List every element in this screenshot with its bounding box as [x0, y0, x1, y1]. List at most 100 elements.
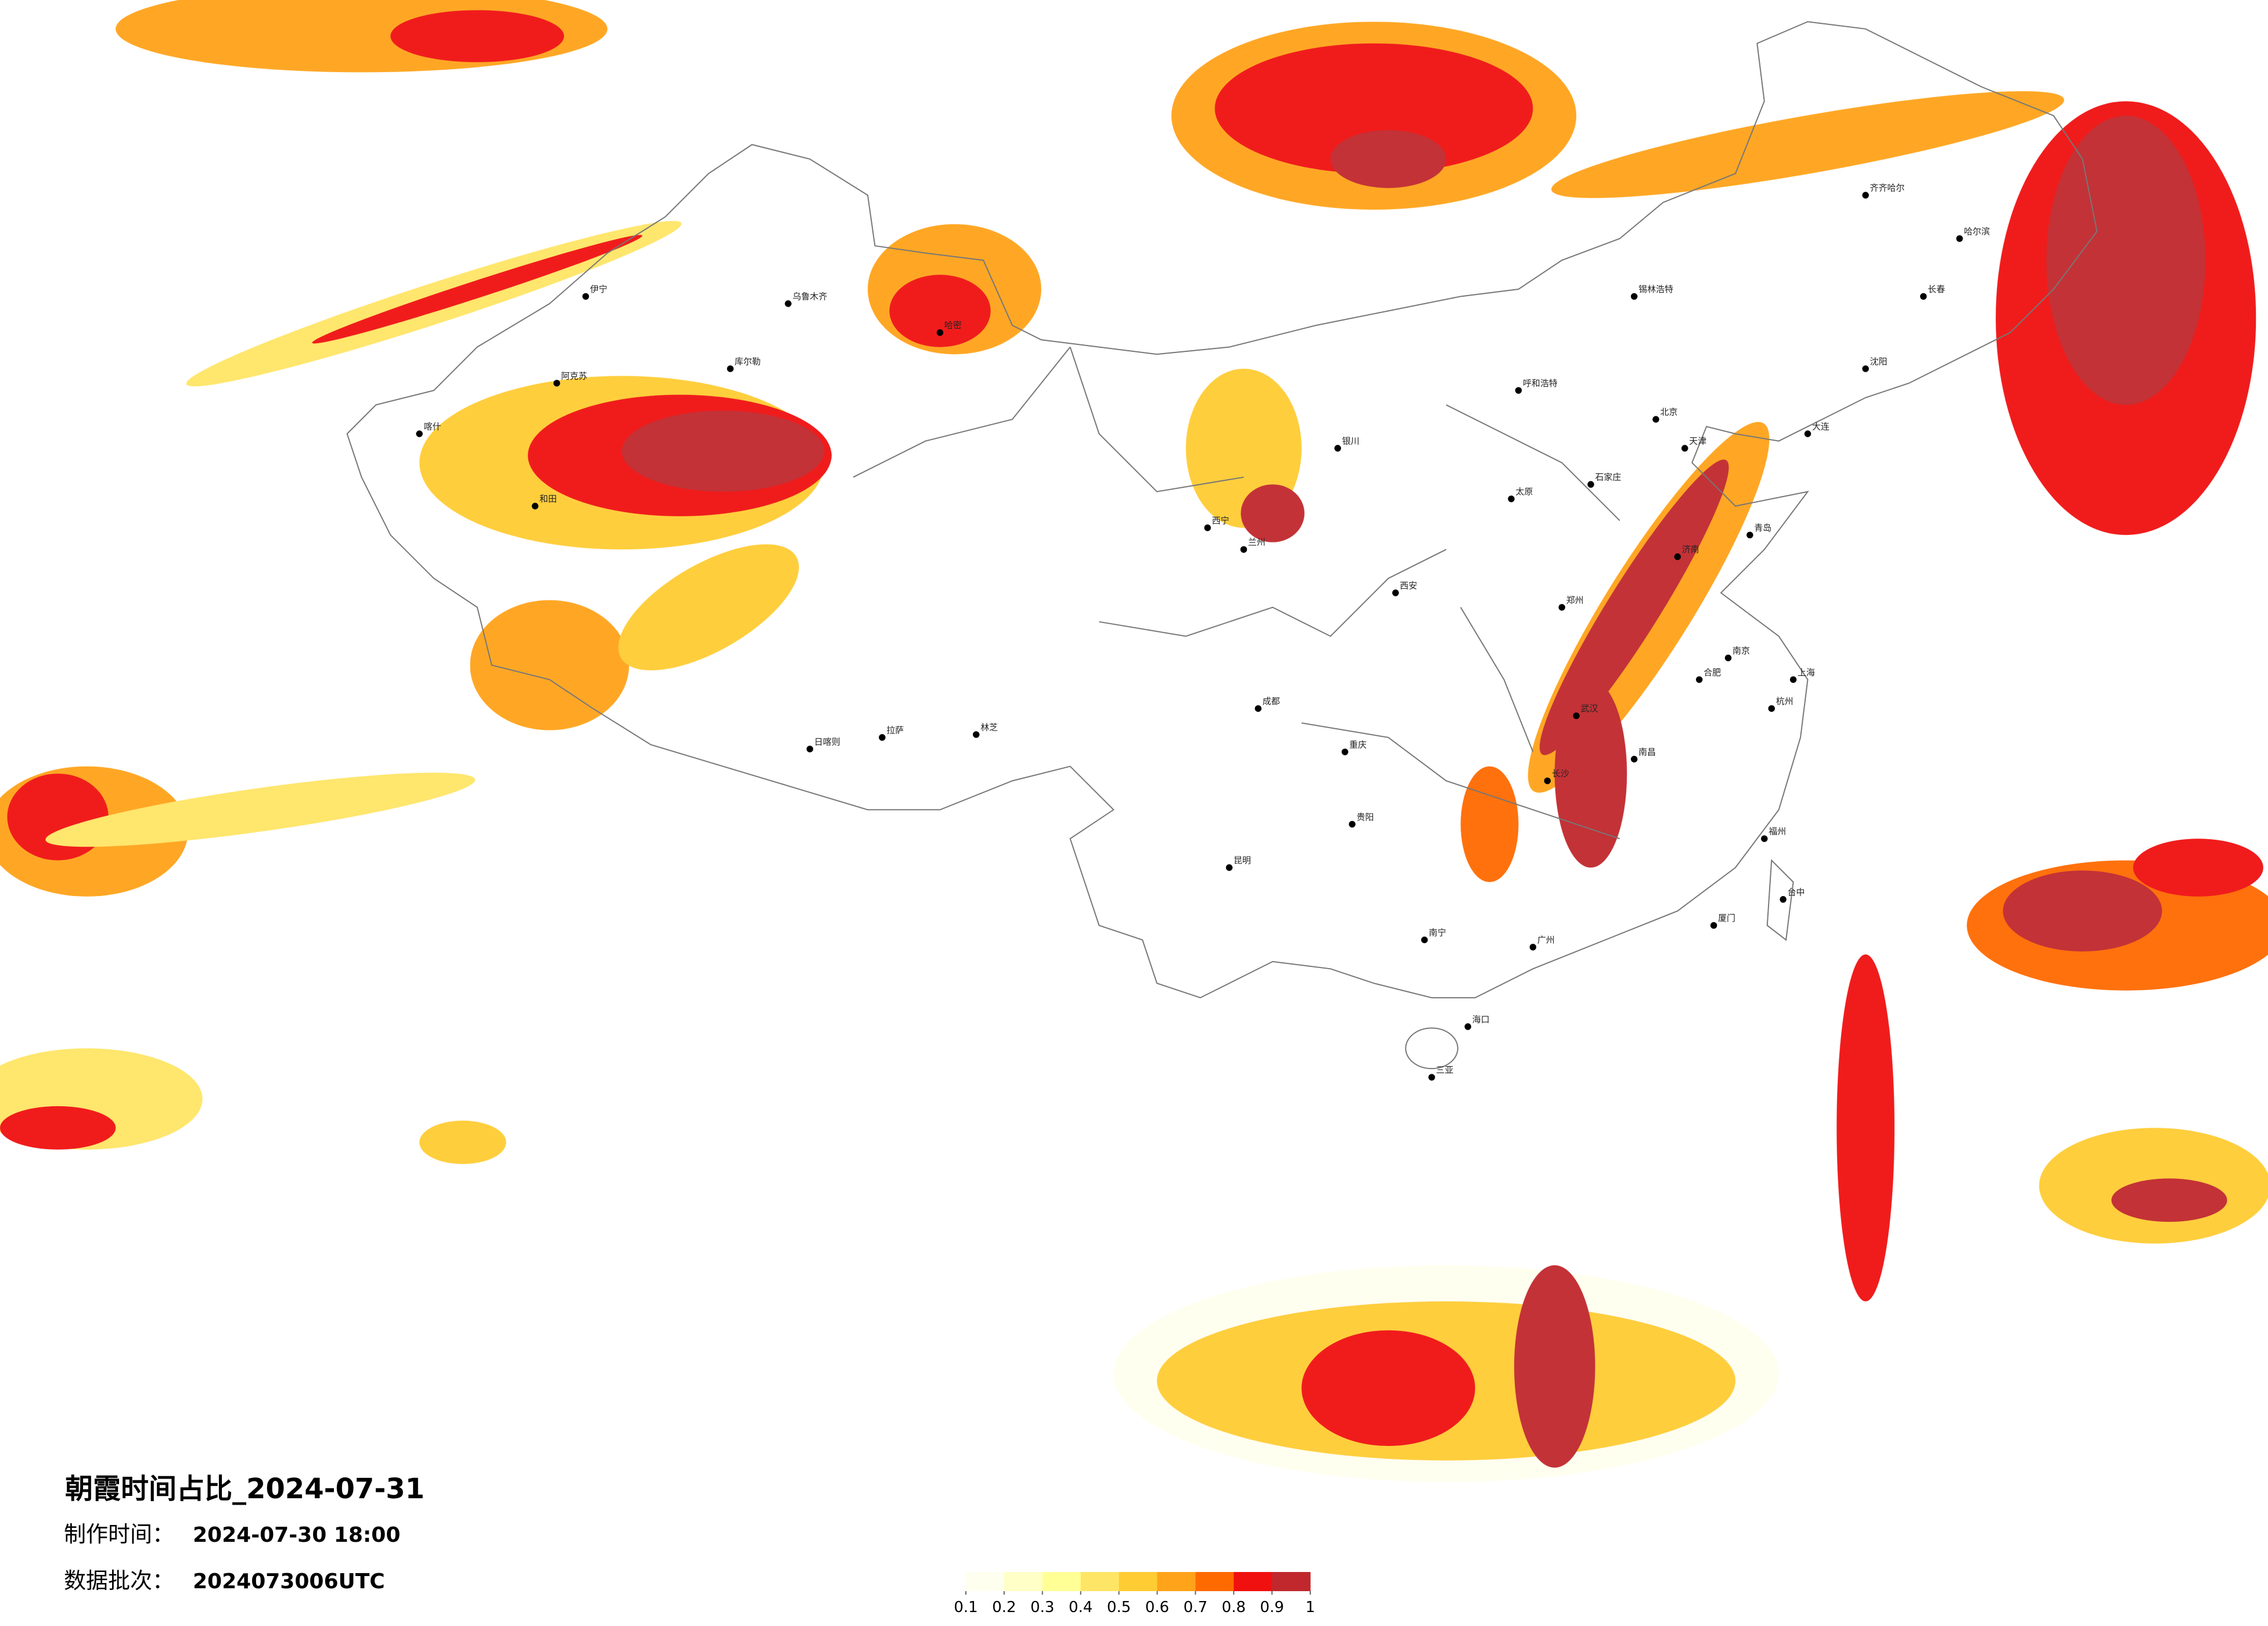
city-label: 日喀则 [814, 736, 840, 747]
city-label: 长沙 [1552, 768, 1569, 779]
legend-tick-label: 0.5 [1107, 1599, 1131, 1616]
city-dot [1240, 546, 1248, 553]
city-label: 库尔勒 [735, 356, 761, 366]
legend-tick-label: 0.7 [1184, 1599, 1207, 1616]
city-dot [1573, 712, 1580, 720]
city-dot [1746, 531, 1753, 539]
city-label: 广州 [1537, 934, 1555, 945]
city-label: 呼和浩特 [1523, 378, 1558, 388]
city-dot [1508, 495, 1515, 502]
city-dot [1587, 481, 1594, 488]
china-outline [346, 21, 2098, 1070]
city-dot [1225, 864, 1233, 871]
city-label: 长春 [1928, 284, 1945, 294]
city-label: 台中 [1788, 887, 1805, 897]
city-dot [1920, 293, 1927, 300]
city-dot [1804, 430, 1811, 437]
batch-id: 2024073006UTC [193, 1570, 385, 1593]
city-label: 银川 [1342, 436, 1360, 446]
city-dot [785, 300, 792, 307]
city-dot [1652, 416, 1659, 423]
city-label: 齐齐哈尔 [1870, 183, 1905, 193]
city-dot [1515, 387, 1522, 394]
legend-tick-label: 0.1 [954, 1599, 977, 1616]
city-label: 锡林浩特 [1638, 284, 1673, 294]
city-label: 林芝 [980, 722, 998, 732]
legend-swatch [1272, 1572, 1311, 1591]
city-dot [1421, 936, 1428, 944]
legend-swatch [1234, 1572, 1273, 1591]
made-time: 2024-07-30 18:00 [193, 1523, 400, 1547]
city-label: 喀什 [424, 422, 441, 432]
city-dot [1696, 676, 1703, 684]
city-dot [1710, 922, 1717, 929]
city-dot [1255, 705, 1262, 712]
legend-swatch [1157, 1572, 1196, 1591]
legend-tick-label: 0.4 [1069, 1599, 1092, 1616]
legend-swatch [1119, 1572, 1158, 1591]
city-dot [727, 365, 734, 372]
city-dot [531, 502, 539, 510]
color-field [0, 0, 2268, 1483]
city-label: 上海 [1798, 667, 1815, 678]
city-label: 西安 [1400, 580, 1417, 591]
city-label: 乌鲁木齐 [793, 291, 828, 301]
city-dot [1789, 676, 1797, 684]
city-dot [1630, 293, 1638, 300]
city-dot [1780, 896, 1787, 903]
city-dot [936, 329, 944, 336]
city-dot [1529, 944, 1537, 951]
legend-tick-label: 0.6 [1145, 1599, 1169, 1616]
legend-swatch [1042, 1572, 1081, 1591]
city-label: 三亚 [1436, 1065, 1454, 1075]
city-dot [416, 430, 423, 437]
city-dot [1862, 192, 1869, 199]
legend-swatch [966, 1572, 1005, 1591]
city-label: 昆明 [1234, 855, 1251, 866]
city-dot [1428, 1074, 1435, 1081]
city-dot [879, 734, 886, 741]
city-label: 兰州 [1248, 537, 1266, 548]
legend-swatch [1004, 1572, 1043, 1591]
city-label: 海口 [1472, 1014, 1490, 1024]
city-dot [1674, 553, 1681, 560]
city-dot [1630, 756, 1638, 762]
city-label: 太原 [1516, 487, 1533, 497]
made-label: 制作时间： [64, 1521, 174, 1547]
legend-tick-label: 0.8 [1222, 1599, 1246, 1616]
city-dot [1341, 749, 1349, 756]
city-label: 哈密 [944, 320, 962, 330]
city-dot [1862, 365, 1869, 372]
city-dot [1349, 821, 1356, 828]
batch-label: 数据批次： [64, 1568, 174, 1593]
city-label: 贵阳 [1357, 812, 1374, 822]
city-label: 福州 [1769, 826, 1786, 837]
city-dot [553, 380, 560, 387]
city-label: 厦门 [1718, 913, 1735, 923]
city-label: 沈阳 [1870, 356, 1888, 366]
city-label: 合肥 [1703, 667, 1721, 678]
city-dot [1334, 445, 1341, 452]
city-dot [806, 746, 814, 753]
legend-swatch [1195, 1572, 1234, 1591]
city-label: 天津 [1689, 436, 1706, 446]
city-label: 南昌 [1638, 747, 1656, 757]
map-title: 朝霞时间占比_2024-07-31 [65, 1473, 425, 1505]
city-label: 重庆 [1349, 739, 1367, 750]
city-label: 成都 [1263, 696, 1280, 707]
city-dot [1464, 1023, 1472, 1030]
city-label: 北京 [1660, 407, 1678, 418]
city-label: 青岛 [1754, 523, 1771, 533]
city-label: 伊宁 [590, 284, 608, 294]
city-dot [1392, 589, 1399, 596]
city-label: 大连 [1812, 422, 1830, 432]
city-label: 西宁 [1212, 515, 1230, 526]
legend-tick-label: 0.3 [1030, 1599, 1054, 1616]
city-dot [1761, 835, 1768, 842]
legend-tick-label: 1 [1306, 1599, 1315, 1616]
city-label: 武汉 [1581, 703, 1598, 714]
city-label: 郑州 [1566, 595, 1584, 605]
city-dot [1681, 445, 1688, 452]
